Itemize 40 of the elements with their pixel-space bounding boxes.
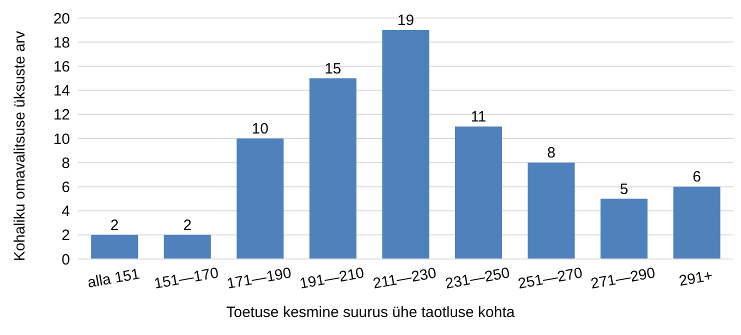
bar — [382, 30, 430, 259]
data-label: 10 — [252, 120, 268, 138]
x-tick-label: alla 151 — [86, 266, 141, 292]
y-tick-label: 2 — [62, 227, 70, 244]
x-tick-label: 251—270 — [516, 264, 584, 293]
y-tick-label: 8 — [62, 154, 70, 172]
bar — [164, 234, 211, 259]
x-tick-label: 231—250 — [444, 264, 512, 293]
y-tick-label: 0 — [62, 251, 70, 268]
x-tick-label: 211—230 — [372, 264, 438, 292]
y-tick-label: 4 — [62, 203, 70, 220]
bar — [673, 186, 720, 259]
data-label: 8 — [547, 144, 556, 162]
data-label: 2 — [183, 216, 192, 234]
y-axis-title: Kohaliku omavalitsuse üksuste arv — [12, 30, 28, 262]
data-label: 11 — [470, 108, 486, 126]
data-label: 5 — [620, 180, 628, 198]
data-label: 6 — [692, 168, 701, 186]
data-label: 19 — [397, 12, 414, 30]
y-tick-label: 10 — [53, 130, 70, 148]
y-tick-label: 18 — [53, 34, 70, 52]
data-label: 15 — [324, 60, 342, 78]
x-tick-label: 171—190 — [226, 264, 293, 293]
bar — [309, 78, 356, 259]
bar — [236, 138, 284, 259]
bar — [600, 198, 648, 259]
y-tick-label: 12 — [53, 106, 70, 124]
bar — [454, 126, 502, 259]
data-label: 2 — [110, 216, 119, 234]
y-tick-label: 20 — [53, 10, 70, 28]
y-tick-label: 16 — [53, 58, 70, 76]
x-tick-label: 271—290 — [590, 264, 657, 293]
x-tick-label: 151—170 — [152, 264, 220, 293]
y-tick-label: 6 — [62, 179, 70, 196]
x-tick-label: 191—210 — [298, 264, 366, 293]
bar — [91, 234, 138, 259]
x-tick-label: 291+ — [678, 267, 714, 290]
bar — [528, 162, 575, 259]
y-tick-label: 14 — [53, 82, 70, 100]
x-axis-title: Toetuse kesmine suurus ühe taotluse kohta — [225, 304, 516, 321]
